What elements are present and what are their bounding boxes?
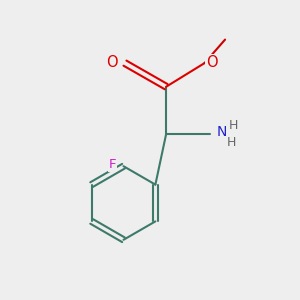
Text: N: N bbox=[216, 125, 226, 139]
Text: O: O bbox=[206, 55, 218, 70]
Text: O: O bbox=[106, 55, 118, 70]
Text: H: H bbox=[229, 119, 238, 132]
Text: H: H bbox=[227, 136, 236, 148]
Text: F: F bbox=[109, 158, 116, 171]
